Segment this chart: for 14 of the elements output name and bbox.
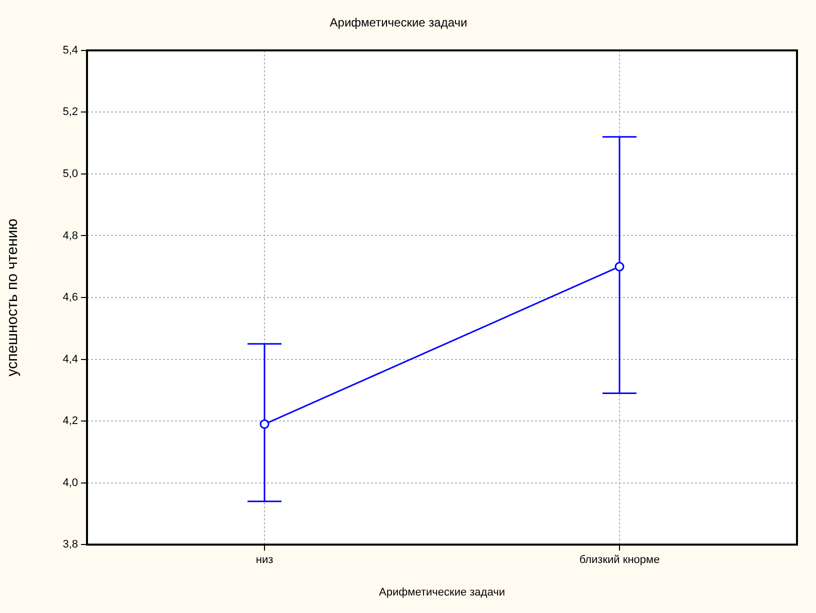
y-tick-label: 5,4	[62, 44, 78, 56]
y-tick-label: 5,0	[62, 168, 78, 180]
y-tick-label: 4,0	[62, 476, 78, 489]
y-tick-label: 5,2	[62, 106, 78, 118]
y-tick-label: 4,8	[62, 230, 78, 242]
y-tick-label: 4,4	[62, 353, 78, 366]
y-tick-label: 3,8	[62, 538, 78, 551]
x-tick-label: низ	[256, 554, 274, 566]
y-tick-label: 4,6	[62, 292, 78, 304]
y-tick-label: 4,2	[62, 415, 78, 428]
y-axis-title: успешность по чтению	[4, 218, 22, 376]
x-axis-title: Арифметические задачи	[379, 586, 505, 598]
chart-title: Арифметические задачи	[330, 16, 468, 30]
x-tick-label: близкий кнорме	[579, 554, 660, 566]
